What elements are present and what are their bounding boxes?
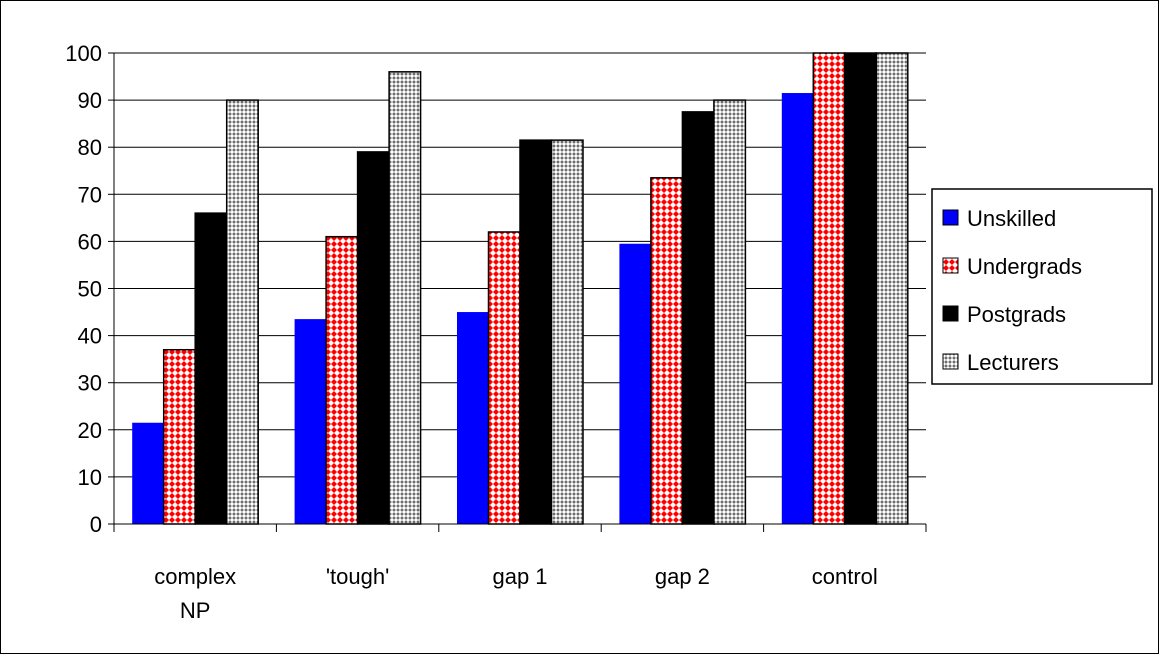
legend-box — [931, 188, 1153, 385]
bar-unskilled — [619, 243, 651, 524]
y-tick-label: 100 — [65, 41, 102, 66]
legend-swatch-postgrads — [942, 305, 959, 322]
y-tick-label: 30 — [78, 371, 102, 396]
bar-unskilled — [457, 312, 489, 524]
bar-lecturers — [225, 99, 259, 525]
legend-swatch-lecturers — [942, 353, 959, 370]
bar-lecturers — [388, 71, 422, 525]
x-tick-label: 'tough' — [326, 564, 389, 589]
y-tick-label: 50 — [78, 277, 102, 302]
bar-undergrads — [487, 231, 521, 525]
y-tick-label: 70 — [78, 182, 102, 207]
y-tick-label: 60 — [78, 229, 102, 254]
bar-undergrads — [812, 52, 846, 525]
bar-lecturers — [713, 99, 747, 525]
bar-postgrads — [844, 52, 878, 525]
bar-postgrads — [356, 151, 390, 525]
y-tick-label: 40 — [78, 324, 102, 349]
y-tick-label: 10 — [78, 465, 102, 490]
y-tick-label: 90 — [78, 88, 102, 113]
bar-unskilled — [781, 93, 814, 524]
x-tick-label: gap 2 — [655, 564, 710, 589]
legend-label: Undergrads — [967, 254, 1082, 279]
y-tick-label: 80 — [78, 135, 102, 160]
bar-undergrads — [162, 348, 196, 525]
bar-lecturers — [550, 139, 584, 525]
bar-undergrads — [650, 177, 684, 525]
bar-postgrads — [681, 111, 715, 525]
legend-label: Lecturers — [967, 350, 1059, 375]
bar-lecturers — [875, 52, 909, 525]
bar-unskilled — [132, 422, 164, 524]
y-tick-label: 0 — [90, 512, 102, 537]
bar-unskilled — [294, 319, 327, 524]
legend-swatch-undergrads — [942, 257, 959, 274]
y-tick-label: 20 — [78, 418, 102, 443]
x-tick-label: complex NP — [154, 564, 236, 623]
legend-label: Postgrads — [967, 302, 1066, 327]
legend-swatch-unskilled — [942, 209, 959, 226]
bar-undergrads — [325, 235, 359, 525]
bar-postgrads — [194, 212, 228, 525]
x-tick-label: gap 1 — [492, 564, 547, 589]
x-tick-label: control — [812, 564, 878, 589]
bar-postgrads — [519, 139, 553, 525]
legend-label: Unskilled — [967, 206, 1056, 231]
